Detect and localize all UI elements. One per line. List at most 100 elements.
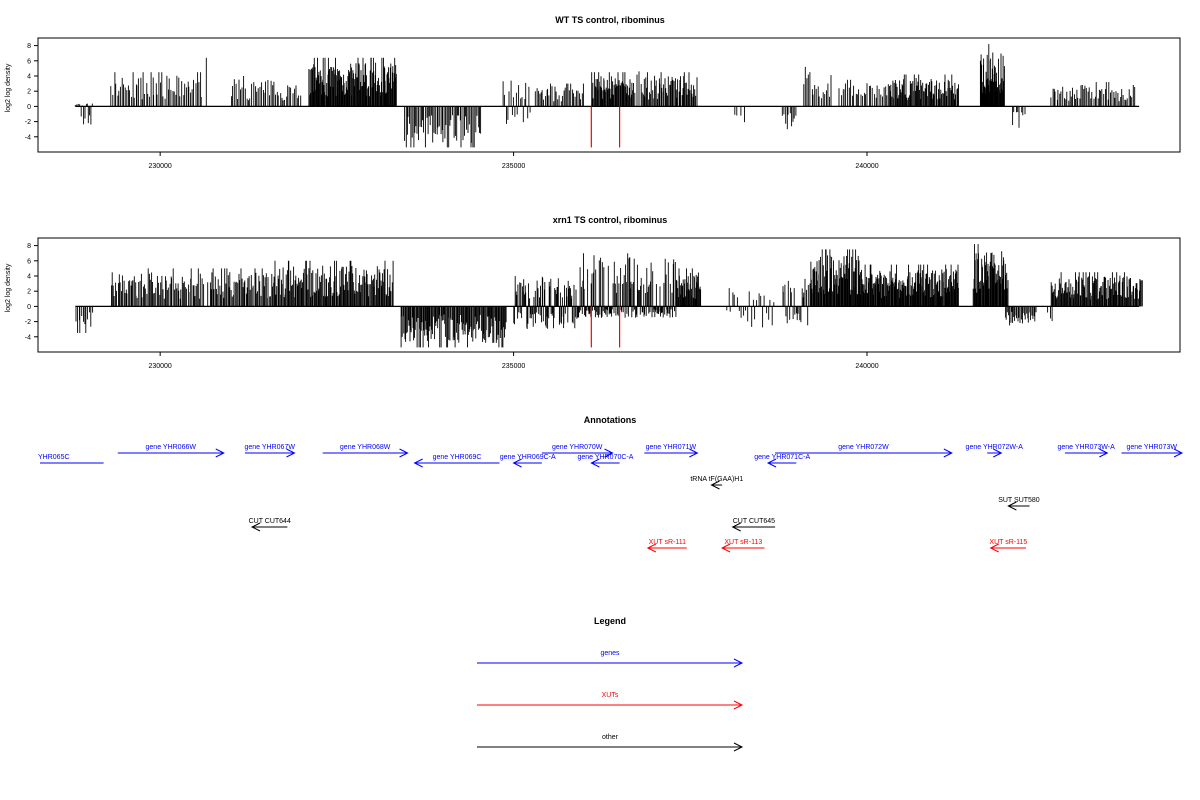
feature-label: YHR065C: [38, 454, 70, 461]
panel-1-title: WT TS control, ribominus: [555, 15, 665, 25]
legend-label: XUTs: [602, 692, 619, 699]
x-tick-label: 240000: [855, 163, 878, 170]
legend-entry: genes: [477, 650, 744, 668]
feature-arrow: [644, 448, 699, 458]
y-tick-label: 8: [27, 43, 31, 50]
coverage-panel-xrn1: 8 6 4 2 0 -2 -4 230000 235000 240000: [25, 237, 1181, 370]
arrow-head: [215, 448, 225, 458]
arrow-head: [413, 458, 423, 468]
arrow-head: [604, 448, 614, 458]
arrow-head: [731, 522, 741, 532]
arrow-head: [766, 458, 777, 468]
feature-label: SUT SUT580: [998, 497, 1040, 504]
annotation-feature: gene YHR069C: [413, 454, 500, 468]
feature-arrow: [244, 448, 296, 458]
feature-arrow: [117, 448, 225, 458]
feature-arrow: [710, 480, 723, 490]
feature-arrow: [731, 522, 776, 532]
legend-arrow: [477, 700, 744, 710]
annotation-feature: gene YHR073W-A: [1057, 444, 1115, 458]
annotation-feature: SUT SUT580: [998, 497, 1040, 511]
legend-label: other: [602, 734, 619, 741]
legend-arrow: [477, 742, 744, 752]
legend-entry: XUTs: [477, 692, 744, 710]
y-tick-label: -2: [25, 319, 31, 326]
y-tick-label: 4: [27, 274, 31, 281]
annotation-feature: gene YHR070W: [541, 444, 614, 458]
feature-label: XUT sR-115: [989, 539, 1027, 546]
annotation-feature: gene YHR072W-A: [966, 444, 1023, 458]
feature-label: gene YHR071W: [646, 444, 697, 451]
annotation-feature: gene YHR069C-A: [500, 454, 556, 468]
y-tick-label: -4: [25, 334, 31, 341]
arrow-head: [733, 700, 744, 710]
arrow-head: [646, 543, 657, 553]
feature-label: gene YHR069C-A: [500, 454, 556, 461]
feature-label: gene YHR073W: [1126, 444, 1177, 451]
legend-title: Legend: [594, 616, 626, 626]
y-tick-label: 0: [27, 104, 31, 111]
feature-label: CUT CUT645: [733, 518, 775, 525]
feature-arrow: [322, 448, 409, 458]
feature-label: CUT CUT644: [249, 518, 291, 525]
feature-label: tRNA tF(GAA)H1: [690, 476, 743, 483]
arrow-head: [943, 448, 953, 458]
arrow-head: [590, 458, 600, 468]
arrow-head: [720, 543, 731, 553]
feature-label: gene YHR069C: [433, 454, 482, 461]
feature-label: gene YHR066W: [146, 444, 197, 451]
y-tick-label: 2: [27, 89, 31, 96]
y-tick-label: 8: [27, 243, 31, 250]
feature-arrow: [541, 448, 614, 458]
feature-arrow: [989, 543, 1027, 553]
feature-label: XUT sR-113: [724, 539, 762, 546]
arrow-head: [1099, 448, 1109, 458]
x-tick-label: 240000: [855, 363, 878, 370]
feature-label: XUT sR-111: [649, 539, 686, 546]
arrow-head: [250, 522, 261, 532]
arrow-head: [286, 448, 296, 458]
annotation-feature: XUT sR-111: [646, 539, 687, 553]
arrow-head: [689, 448, 699, 458]
x-tick-label: 230000: [148, 363, 171, 370]
y-tick-label: 2: [27, 289, 31, 296]
feature-arrow: [646, 543, 687, 553]
plot-frame: [37, 37, 1181, 153]
arrow-head: [399, 448, 409, 458]
annotation-feature: XUT sR-113: [720, 539, 765, 553]
feature-arrow: [1007, 501, 1030, 511]
coverage-bars: [75, 244, 1143, 348]
x-tick-label: 235000: [502, 363, 525, 370]
arrow-head: [733, 658, 744, 668]
feature-arrow: [1064, 448, 1109, 458]
feature-arrow: [766, 458, 797, 468]
annotation-feature: CUT CUT645: [731, 518, 776, 532]
annotation-feature: YHR065C: [38, 454, 104, 464]
coverage-panel-wt: 8 6 4 2 0 -2 -4 230000 235000 240000: [25, 37, 1181, 170]
arrow-head: [993, 448, 1003, 458]
panel-2-title: xrn1 TS control, ribominus: [553, 215, 668, 225]
annotation-feature: XUT sR-115: [989, 539, 1027, 553]
x-tick-label: 235000: [502, 163, 525, 170]
legend-arrow: [477, 658, 744, 668]
feature-arrow: [512, 458, 542, 468]
feature-arrow: [987, 448, 1003, 458]
arrow-head: [733, 742, 744, 752]
annotation-feature: CUT CUT644: [249, 518, 291, 532]
coverage-bars: [74, 44, 1136, 148]
annotation-feature: gene YHR067W: [244, 444, 296, 458]
feature-arrow: [250, 522, 288, 532]
feature-label: gene YHR073W-A: [1057, 444, 1115, 451]
plot-frame: [37, 237, 1181, 353]
annotation-feature: gene YHR073W: [1121, 444, 1184, 458]
annotation-feature: tRNA tF(GAA)H1: [690, 476, 743, 490]
legend-label: genes: [600, 650, 620, 657]
arrow-head: [512, 458, 522, 468]
legend-entry: other: [477, 734, 744, 752]
annotation-feature: gene YHR071W: [644, 444, 699, 458]
y-tick-label: -4: [25, 134, 31, 141]
y-tick-label: 4: [27, 74, 31, 81]
y-tick-label: -2: [25, 119, 31, 126]
annotation-feature: gene YHR068W: [322, 444, 409, 458]
